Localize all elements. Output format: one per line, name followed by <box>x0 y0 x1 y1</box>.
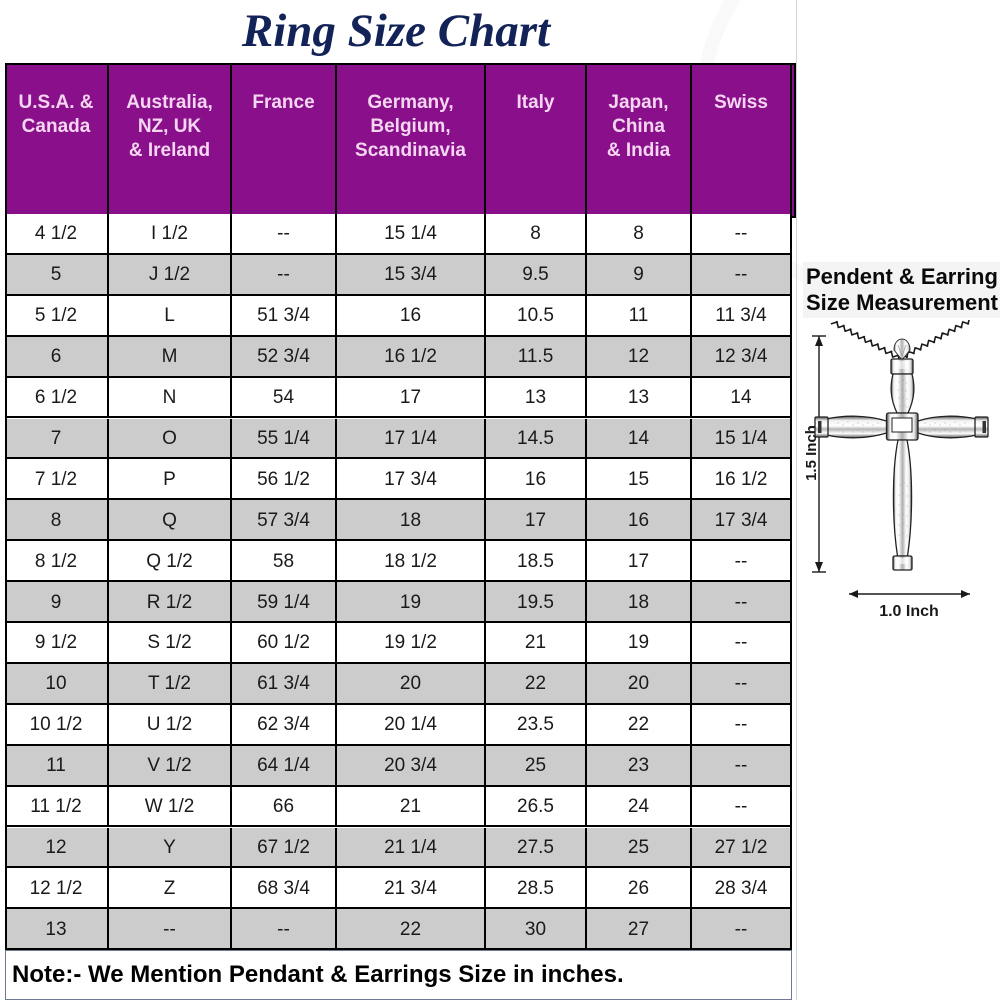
svg-text:1.0 Inch: 1.0 Inch <box>879 603 939 620</box>
